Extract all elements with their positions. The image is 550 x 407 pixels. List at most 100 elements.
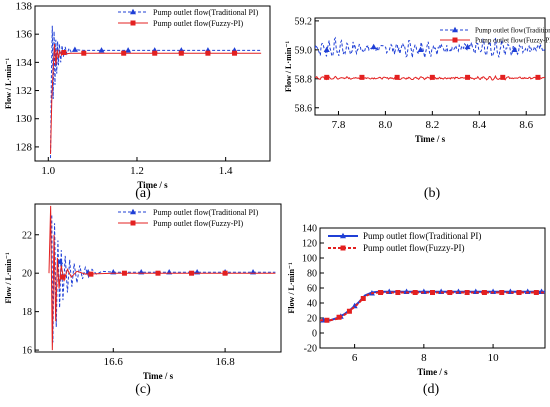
x-tick-label: 16.8 [215, 356, 235, 368]
data-point [511, 46, 518, 53]
y-tick-label: 0 [312, 329, 317, 340]
panel-label: (d) [423, 382, 440, 397]
y-tick-label: 22 [22, 230, 32, 241]
data-point [88, 271, 94, 277]
data-point [465, 74, 471, 80]
panel-label: (c) [135, 382, 151, 397]
legend-entry: Pump outlet flow(Traditional PI) [153, 208, 259, 217]
data-point [417, 46, 424, 53]
data-point [336, 314, 342, 320]
data-point [205, 50, 211, 56]
legend-entry: Pump outlet flow(Traditional PI) [153, 8, 259, 17]
plot-frame [34, 203, 282, 353]
y-tick-label: 20 [22, 269, 32, 280]
data-point [360, 296, 366, 301]
y-tick-label: 100 [302, 254, 317, 265]
series-line-1 [51, 215, 276, 343]
chart-panel-a: 1.0 1.2 1.4 128 130 132 134 136 138 Time / s Flow … [4, 1, 271, 201]
data-point [464, 290, 470, 295]
chart-panel-b: 7.8 8.0 8.2 8.4 8.6 58.6 58.8 59.0 59.2 Time / s F… [284, 16, 550, 201]
legend: Pump outlet flow(Traditional PI) Pump out… [118, 208, 259, 228]
x-tick-label: 6 [352, 352, 358, 364]
data-point [412, 290, 418, 295]
series-line-1 [50, 25, 262, 159]
legend-swatch-marker [340, 245, 346, 251]
y-tick-label: 18 [22, 307, 32, 318]
x-tick-label: 7.8 [332, 119, 346, 131]
y-tick-label: -20 [304, 344, 317, 355]
data-point [189, 270, 195, 276]
data-point [121, 50, 127, 56]
data-point [98, 47, 105, 53]
y-tick-label: 128 [16, 141, 33, 153]
data-point [535, 74, 541, 80]
series-line-2 [50, 44, 262, 154]
legend-entry: Pump outlet flow(Traditional PI) [363, 231, 481, 241]
data-point [395, 290, 401, 295]
y-axis-label: Flow / L·min⁻¹ [287, 262, 296, 314]
legend-swatch-marker [340, 232, 346, 239]
y-tick-label: 58.8 [295, 74, 313, 85]
data-point [378, 290, 384, 295]
chart-panel-c: 16.6 16.8 16 18 20 22 Time / s Flow / L·min⁻¹ Pu… [4, 203, 282, 397]
legend-swatch-marker [130, 8, 136, 15]
x-axis-label: Time / s [143, 371, 174, 381]
data-point [516, 290, 522, 295]
data-point [346, 308, 352, 314]
y-tick-label: 40 [307, 299, 317, 310]
x-tick-label: 10 [488, 352, 500, 364]
data-point [394, 74, 400, 80]
data-point [232, 50, 238, 56]
x-tick-label: 16.6 [104, 356, 124, 368]
y-tick-label: 130 [16, 113, 33, 125]
legend-swatch-marker [130, 208, 136, 215]
y-tick-label: 120 [302, 239, 317, 250]
y-tick-label: 132 [16, 85, 33, 97]
x-axis-label: Time / s [137, 180, 168, 190]
y-tick-label: 138 [16, 1, 33, 13]
x-tick-label: 8.0 [379, 119, 393, 131]
data-point [125, 47, 132, 53]
plot-area [50, 25, 262, 159]
data-point [429, 74, 435, 80]
legend-entry: Pump outlet flow(Fuzzy-PI) [153, 19, 244, 28]
y-tick-label: 136 [16, 29, 33, 41]
series-line-1 [315, 36, 545, 58]
data-point [533, 290, 539, 295]
legend-entry: Pump outlet flow(Fuzzy-PI) [153, 219, 244, 228]
legend-entry: Pump outlet flow(Traditional PI) [475, 26, 550, 34]
plot-area [48, 205, 276, 351]
data-point [81, 50, 87, 56]
chart-panel-d: 6 8 10 -20 0 20 40 60 80 100 120 140 Time / s Flow / … [287, 224, 546, 397]
data-point [222, 270, 228, 276]
data-point [57, 258, 64, 264]
data-point [323, 46, 330, 53]
x-axis-label: Time / s [415, 134, 446, 144]
y-axis-label: Flow / L·min⁻¹ [284, 40, 293, 92]
y-tick-label: 58.6 [295, 103, 313, 114]
panel-label: (b) [424, 186, 441, 201]
panel-label: (a) [135, 186, 151, 201]
plot-frame [314, 17, 546, 116]
x-tick-label: 8 [421, 352, 427, 364]
data-point [430, 290, 435, 295]
plot-area [320, 288, 545, 323]
x-tick-label: 8.2 [425, 119, 439, 131]
data-point [178, 50, 184, 56]
y-tick-label: 134 [16, 57, 33, 69]
x-tick-label: 1.4 [219, 165, 233, 177]
plot-frame [34, 5, 271, 162]
legend-swatch-marker [130, 20, 136, 26]
legend: Pump outlet flow(Traditional PI) Pump out… [440, 26, 550, 44]
x-tick-label: 8.6 [519, 119, 533, 131]
legend: Pump outlet flow(Traditional PI) Pump out… [328, 231, 481, 253]
data-point [370, 43, 377, 50]
y-tick-label: 140 [302, 224, 317, 235]
x-tick-label: 1.0 [41, 165, 55, 177]
data-point [152, 50, 158, 56]
y-tick-label: 20 [307, 314, 317, 325]
data-point [71, 46, 78, 52]
x-tick-label: 1.2 [130, 165, 144, 177]
legend-swatch-marker [130, 220, 136, 226]
